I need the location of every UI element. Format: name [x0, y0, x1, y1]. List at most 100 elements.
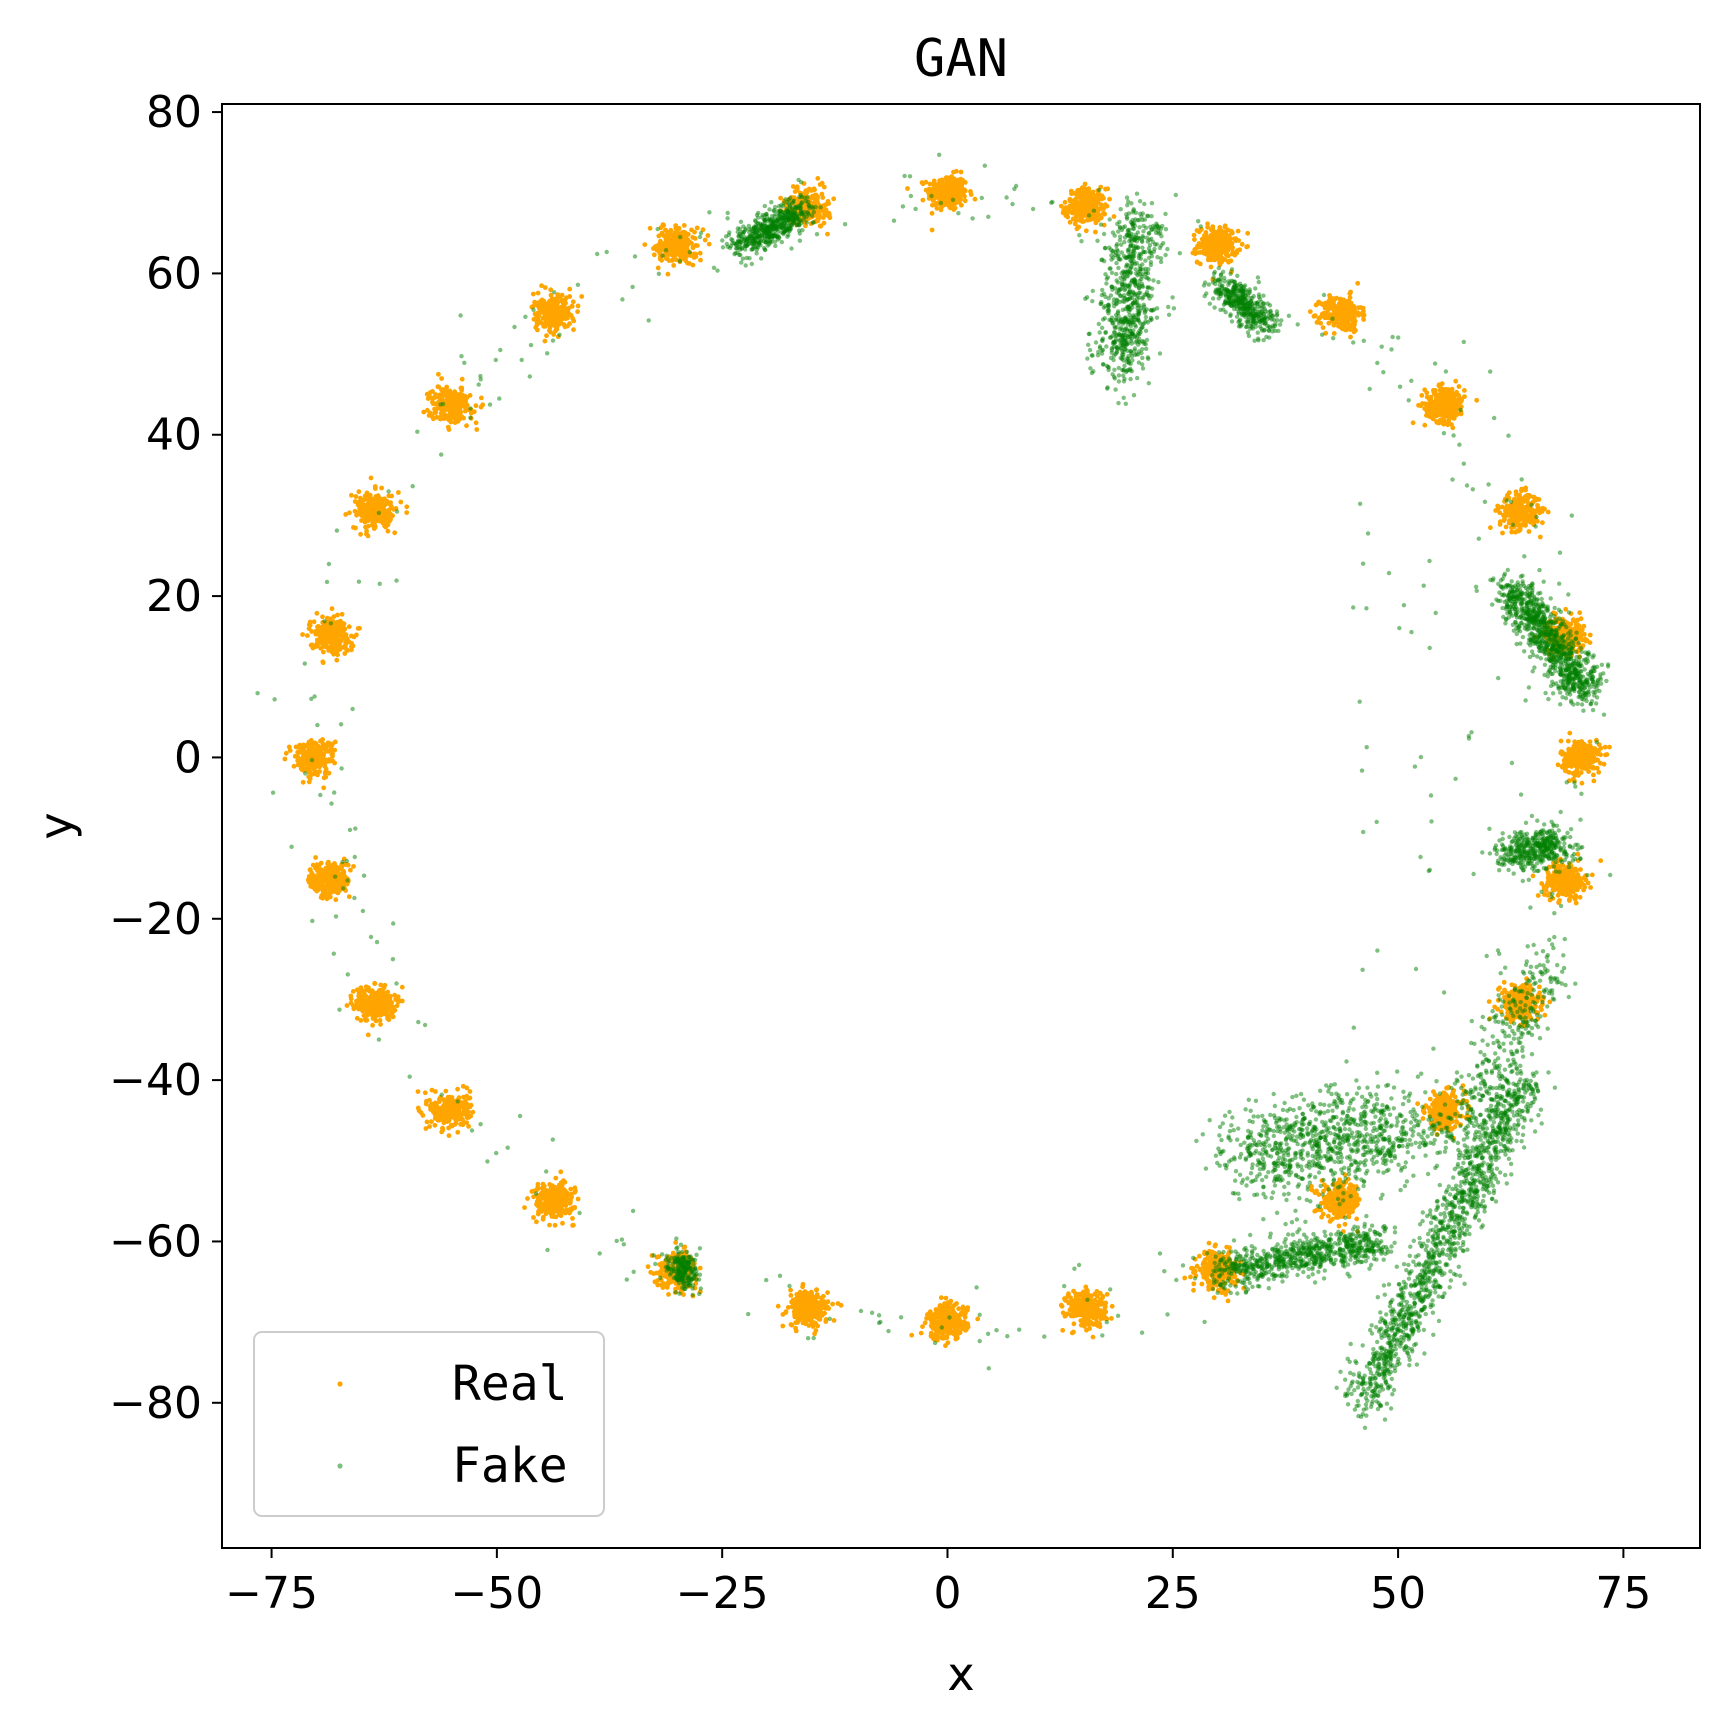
real-point	[1575, 886, 1580, 891]
real-point	[1607, 744, 1612, 750]
real-point	[1422, 422, 1428, 428]
real-point	[1188, 1274, 1193, 1280]
real-point	[1542, 1012, 1548, 1018]
real-point	[1081, 1289, 1086, 1295]
real-point	[415, 1089, 421, 1094]
real-point	[1102, 1304, 1108, 1309]
real-point	[1321, 310, 1327, 316]
real-point	[1513, 489, 1519, 495]
real-point	[956, 1306, 961, 1312]
real-point	[1080, 1310, 1086, 1316]
real-point	[536, 1204, 541, 1209]
real-point	[440, 1114, 445, 1120]
real-point	[1080, 200, 1086, 206]
real-point	[1221, 241, 1227, 247]
real-point	[958, 169, 964, 175]
real-point	[1598, 752, 1603, 758]
real-point	[1435, 1106, 1440, 1112]
real-point	[950, 202, 956, 207]
real-point	[1219, 228, 1224, 234]
real-point	[1427, 1107, 1433, 1113]
real-point	[1573, 900, 1579, 906]
real-point	[957, 199, 962, 205]
real-point	[1330, 1216, 1335, 1222]
real-point	[1598, 745, 1604, 751]
real-point	[1213, 237, 1218, 243]
real-point	[432, 1112, 438, 1118]
real-point	[941, 1308, 947, 1313]
real-point	[1415, 1101, 1420, 1107]
real-point	[1501, 979, 1507, 985]
real-point	[1530, 873, 1536, 879]
real-point	[1191, 1287, 1196, 1293]
real-point	[1348, 334, 1353, 340]
real-point	[540, 1187, 546, 1193]
real-point	[1088, 1319, 1093, 1325]
real-point	[460, 1117, 465, 1122]
real-point	[1442, 1107, 1448, 1113]
real-point	[1060, 1310, 1066, 1316]
real-point	[909, 1332, 915, 1338]
real-point	[1524, 509, 1530, 514]
real-point	[944, 1330, 950, 1336]
real-point	[1486, 999, 1492, 1004]
real-point	[464, 1093, 470, 1099]
real-point	[1456, 401, 1462, 407]
real-point	[1428, 411, 1434, 417]
real-point	[545, 1206, 550, 1211]
real-point	[1245, 230, 1251, 236]
real-point	[1339, 299, 1345, 305]
real-point	[562, 1210, 568, 1216]
real-point	[1063, 205, 1069, 211]
real-point	[1525, 514, 1531, 519]
real-point	[1204, 1275, 1210, 1281]
real-point	[548, 1186, 554, 1192]
real-point	[535, 1186, 541, 1191]
real-point	[1235, 228, 1241, 234]
real-point	[1422, 387, 1428, 393]
real-point	[1222, 223, 1228, 229]
real-point	[549, 1208, 555, 1214]
real-point	[452, 1103, 457, 1108]
real-point	[422, 1090, 428, 1096]
real-point	[1351, 304, 1357, 309]
real-point	[1230, 245, 1235, 251]
real-point	[939, 1318, 945, 1324]
real-point	[1212, 1243, 1218, 1249]
real-point	[1189, 1265, 1194, 1271]
real-point	[1336, 1191, 1341, 1197]
real-point	[1579, 751, 1584, 757]
real-point	[1427, 1096, 1433, 1102]
real-point	[1341, 316, 1347, 322]
real-point	[1071, 1321, 1077, 1327]
real-point	[931, 182, 937, 187]
real-point	[1337, 1177, 1343, 1183]
real-point	[1512, 504, 1518, 509]
real-point	[570, 1216, 575, 1221]
real-point	[950, 1307, 956, 1313]
real-point	[1566, 892, 1572, 897]
real-point	[1459, 397, 1465, 403]
real-point	[838, 1302, 844, 1308]
real-point	[1312, 1208, 1318, 1214]
real-point	[785, 1305, 791, 1310]
real-point	[446, 1125, 451, 1131]
real-point	[780, 1323, 786, 1329]
real-point	[1572, 747, 1578, 753]
real-point	[949, 182, 955, 187]
real-point	[553, 1175, 559, 1181]
real-point	[1192, 237, 1197, 243]
real-point	[655, 1282, 661, 1288]
real-point	[464, 1106, 469, 1111]
real-point	[427, 1124, 432, 1129]
real-point	[1083, 228, 1089, 234]
real-point	[1488, 525, 1493, 531]
real-point	[1190, 250, 1196, 256]
real-point	[1091, 199, 1097, 204]
real-point	[798, 1313, 803, 1318]
real-point	[808, 1311, 813, 1316]
real-point	[1201, 250, 1207, 256]
real-point	[1226, 259, 1231, 264]
real-point	[1069, 1330, 1075, 1336]
real-point	[935, 181, 941, 187]
